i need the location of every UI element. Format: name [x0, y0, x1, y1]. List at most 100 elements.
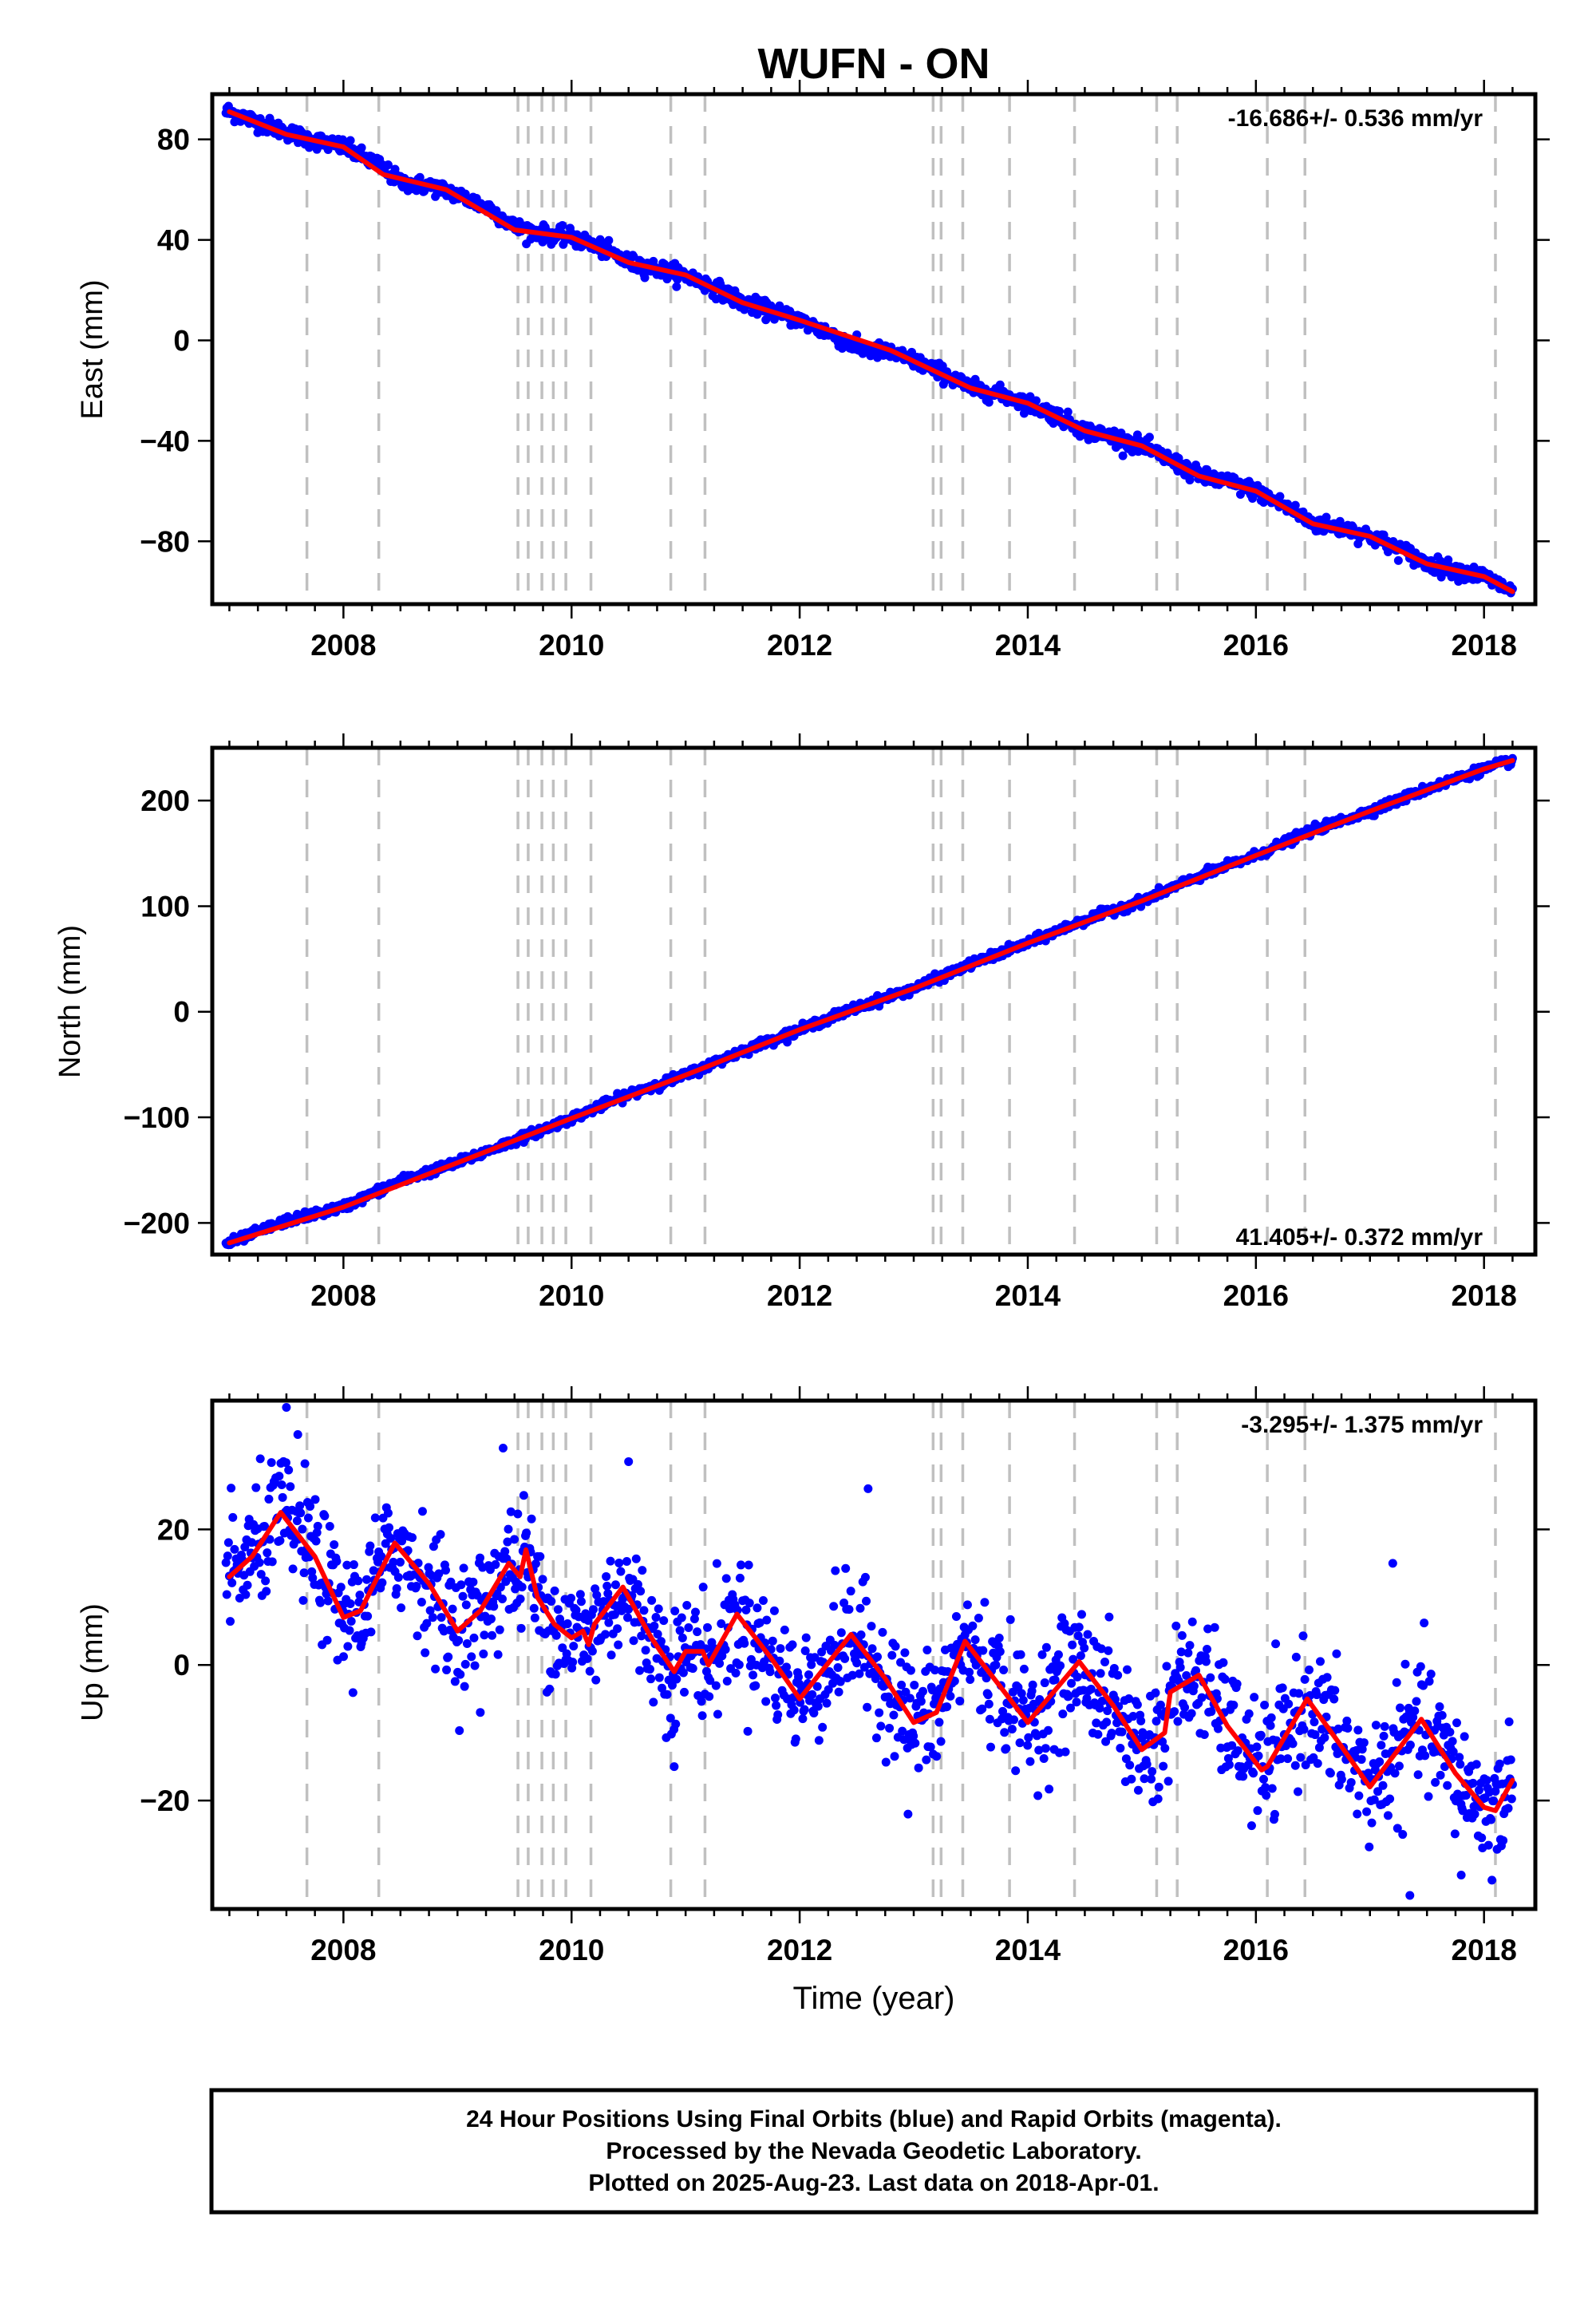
up-data-point	[1187, 1617, 1197, 1626]
up-data-point	[1412, 1697, 1421, 1706]
north-rate-label: 41.405+/- 0.372 mm/yr	[1236, 1224, 1483, 1251]
up-x-tick-label: 2014	[995, 1934, 1061, 1966]
up-data-point	[226, 1617, 235, 1626]
up-data-point	[346, 1599, 355, 1608]
up-data-point	[330, 1539, 339, 1549]
up-data-point	[1007, 1725, 1017, 1734]
up-data-point	[1000, 1728, 1009, 1737]
up-data-point	[1378, 1780, 1388, 1790]
up-data-point	[1206, 1673, 1215, 1682]
east-data-point	[1290, 500, 1300, 510]
up-data-point	[1420, 1751, 1430, 1761]
up-data-point	[690, 1607, 700, 1617]
up-data-point	[1379, 1731, 1389, 1741]
up-data-point	[602, 1571, 611, 1581]
up-data-point	[1096, 1669, 1105, 1678]
up-data-point	[1503, 1804, 1513, 1813]
up-data-point	[1180, 1702, 1190, 1712]
up-data-point	[758, 1596, 768, 1606]
up-data-point	[1499, 1836, 1508, 1845]
up-data-point	[1018, 1695, 1028, 1705]
up-data-point	[293, 1429, 302, 1439]
up-data-point	[1377, 1741, 1386, 1750]
up-data-point	[1249, 1769, 1258, 1778]
east-x-tick-label: 2008	[310, 629, 376, 662]
chart-title: WUFN - ON	[758, 40, 990, 88]
up-data-point	[1197, 1693, 1207, 1702]
up-data-point	[332, 1556, 342, 1566]
up-data-point	[1290, 1761, 1300, 1770]
up-data-point	[488, 1630, 497, 1640]
up-data-point	[527, 1514, 536, 1524]
up-data-point	[1170, 1707, 1179, 1717]
up-data-point	[946, 1691, 955, 1701]
up-data-point	[1187, 1709, 1196, 1718]
north-x-tick-label: 2010	[539, 1279, 604, 1312]
up-data-point	[1278, 1683, 1287, 1693]
up-data-point	[1405, 1891, 1415, 1900]
up-data-point	[348, 1688, 358, 1697]
up-data-point	[761, 1697, 771, 1706]
up-data-point	[1435, 1702, 1444, 1712]
up-data-point	[829, 1602, 839, 1611]
up-data-point	[1041, 1744, 1050, 1753]
up-data-point	[476, 1708, 485, 1717]
east-data-point	[995, 380, 1005, 389]
up-data-point	[1246, 1821, 1256, 1831]
up-data-point	[918, 1686, 928, 1696]
up-data-point	[1288, 1739, 1298, 1749]
up-data-point	[852, 1658, 862, 1668]
up-data-point	[814, 1736, 824, 1745]
east-data-points	[221, 101, 1517, 598]
up-data-point	[491, 1559, 500, 1569]
up-data-point	[1151, 1688, 1160, 1697]
up-x-tick-label: 2012	[767, 1934, 832, 1966]
up-data-point	[991, 1660, 1001, 1670]
up-data-point	[1076, 1651, 1085, 1661]
up-data-point	[641, 1646, 650, 1655]
up-data-point	[1260, 1700, 1270, 1709]
up-data-point	[1313, 1759, 1322, 1769]
up-data-point	[867, 1644, 877, 1654]
up-data-point	[1154, 1782, 1163, 1792]
up-data-point	[1159, 1761, 1168, 1771]
up-data-point	[1329, 1694, 1339, 1704]
up-data-point	[1431, 1777, 1440, 1787]
up-data-point	[885, 1723, 895, 1733]
east-data-point	[604, 235, 614, 245]
up-data-point	[448, 1604, 457, 1614]
up-data-point	[363, 1611, 373, 1621]
up-data-point	[1213, 1724, 1223, 1733]
up-data-point	[745, 1599, 754, 1608]
up-data-point	[467, 1652, 476, 1662]
up-data-point	[583, 1654, 592, 1663]
up-data-point	[1385, 1794, 1395, 1804]
east-data-point	[1031, 396, 1041, 405]
up-data-point	[300, 1459, 310, 1468]
up-x-tick-label: 2008	[310, 1934, 376, 1966]
north-x-tick-label: 2014	[995, 1279, 1061, 1312]
up-data-point	[682, 1601, 692, 1611]
up-data-point	[1477, 1833, 1487, 1843]
up-data-point	[228, 1512, 238, 1522]
up-data-point	[1394, 1761, 1404, 1771]
up-data-point	[1353, 1809, 1362, 1819]
up-data-point	[567, 1593, 576, 1603]
up-data-point	[671, 1719, 681, 1729]
up-data-point	[840, 1654, 850, 1663]
up-data-point	[672, 1674, 681, 1684]
up-data-point	[922, 1646, 932, 1655]
up-data-point	[529, 1603, 539, 1613]
up-data-point	[298, 1524, 307, 1534]
up-data-point	[875, 1708, 884, 1717]
east-data-point	[1275, 492, 1285, 501]
up-data-point	[962, 1600, 972, 1610]
up-data-point	[713, 1709, 722, 1719]
up-data-point	[1086, 1684, 1096, 1694]
up-data-point	[651, 1613, 661, 1622]
up-data-point	[1483, 1840, 1493, 1850]
up-data-point	[822, 1698, 832, 1708]
east-y-tick-label: 0	[173, 324, 190, 357]
up-data-point	[855, 1603, 865, 1613]
up-data-point	[698, 1583, 708, 1592]
